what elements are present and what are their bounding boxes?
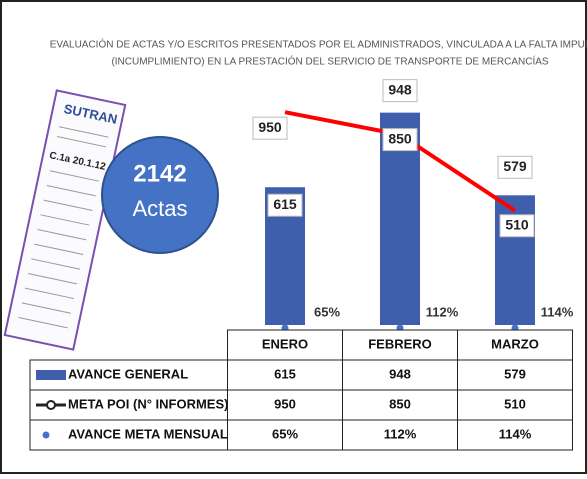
badge-label: Actas: [132, 196, 187, 221]
point-label: 65%: [314, 304, 340, 319]
line-label: 950: [258, 119, 282, 135]
table-value: 615: [274, 366, 296, 381]
table-value: 65%: [272, 426, 298, 441]
chart-title: EVALUACIÓN DE ACTAS Y/O ESCRITOS PRESENT…: [50, 38, 587, 51]
line-label: 850: [388, 130, 412, 146]
table-value: 850: [389, 396, 411, 411]
bar-label: 615: [273, 196, 297, 212]
legend-label: AVANCE GENERAL: [68, 366, 188, 381]
legend-label: META POI (N° INFORMES): [68, 396, 228, 411]
point-label: 114%: [541, 304, 574, 319]
legend-label: AVANCE META MENSUAL POI: [68, 426, 254, 441]
point-label: 112%: [426, 304, 459, 319]
line-label: 510: [505, 216, 529, 232]
badge-value: 2142: [133, 160, 186, 187]
table-value: 579: [504, 366, 526, 381]
table-value: 950: [274, 396, 296, 411]
table-header: MARZO: [491, 336, 539, 351]
table-value: 948: [389, 366, 411, 381]
table-header: FEBRERO: [368, 336, 432, 351]
legend-swatch: [47, 401, 55, 409]
bar-label: 579: [503, 158, 527, 174]
chart-title: (INCUMPLIMIENTO) EN LA PRESTACIÓN DEL SE…: [111, 55, 548, 68]
table-value: 112%: [384, 426, 417, 441]
table-value: 510: [504, 396, 526, 411]
table-value: 114%: [499, 426, 532, 441]
legend-swatch: [43, 432, 50, 439]
bar-label: 948: [388, 81, 412, 97]
table-header: ENERO: [262, 336, 308, 351]
legend-swatch: [36, 370, 66, 380]
chart: EVALUACIÓN DE ACTAS Y/O ESCRITOS PRESENT…: [0, 0, 587, 474]
